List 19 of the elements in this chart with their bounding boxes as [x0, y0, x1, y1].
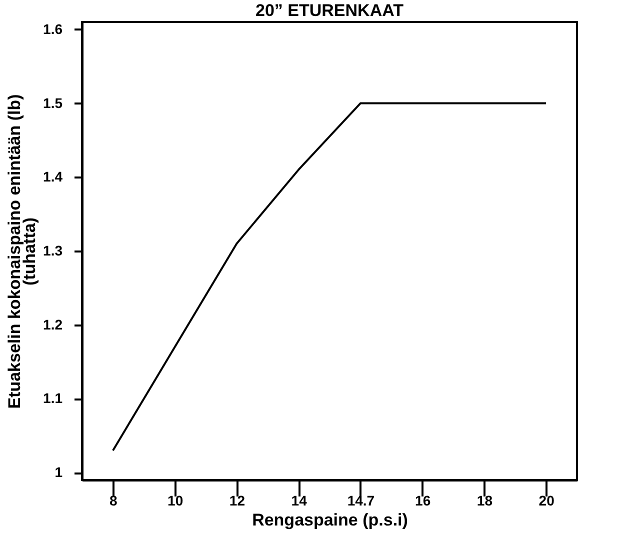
y-tick-label: 1.2	[43, 316, 63, 332]
y-tick-label: 1.1	[43, 390, 63, 406]
x-tick-label: 20	[538, 492, 555, 508]
x-tick-label: 8	[110, 492, 118, 508]
text: Etuakselin kokonaispaino enintään (lb)	[5, 94, 24, 409]
y-tick-label: 1.3	[43, 242, 63, 258]
line-series	[112, 102, 548, 452]
x-tick-label: 14.7	[347, 492, 375, 508]
chart-title: 20” ETURENKAAT	[256, 1, 404, 20]
x-tick-label: 14	[291, 492, 308, 508]
x-tick-label: 18	[476, 492, 493, 508]
x-tick-label: 10	[168, 492, 184, 508]
y-tick-label: 1	[54, 464, 63, 480]
y-tick-label: 1.4	[43, 168, 63, 185]
x-tick-label: 16	[415, 492, 431, 508]
y-tick-label: 1.5	[43, 94, 63, 111]
x-tick-label: 12	[229, 492, 246, 508]
x-axis-title: Rengaspaine (p.s.i)	[252, 510, 408, 530]
y-tick-label: 1.6	[43, 20, 63, 37]
